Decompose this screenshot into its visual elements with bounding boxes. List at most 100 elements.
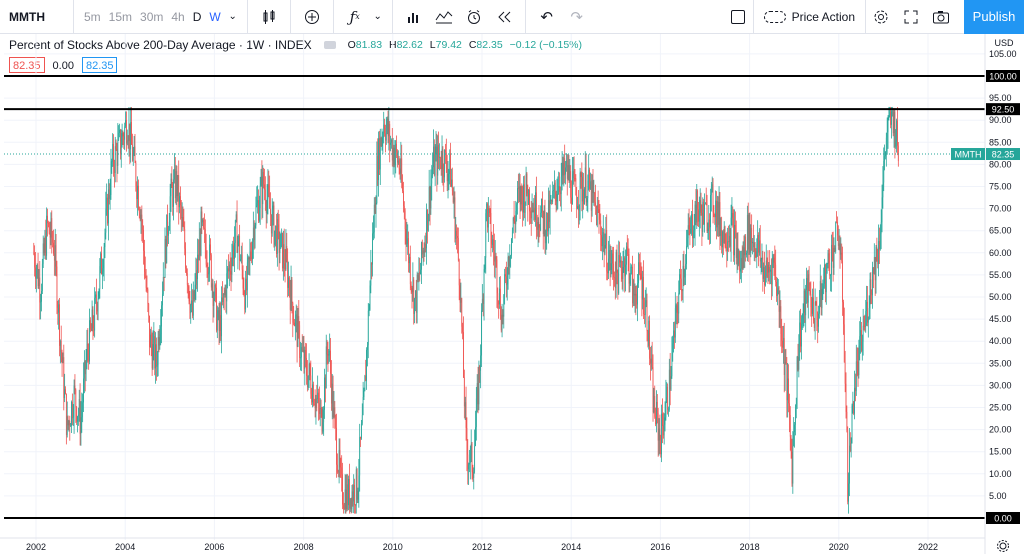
fullscreen-icon[interactable]	[896, 0, 926, 34]
camera-icon[interactable]	[926, 0, 956, 34]
layout-square-icon[interactable]	[723, 0, 753, 34]
time-axis[interactable]: 2002 2004 2006 2008 2010 2012 2014 2016 2018 2020…	[0, 537, 1009, 552]
candle-body	[318, 392, 319, 404]
candle-body	[332, 383, 334, 417]
candle-body	[610, 263, 612, 270]
candle-body	[566, 160, 568, 179]
candle-body	[831, 244, 832, 276]
candle-body	[439, 156, 440, 158]
candle-body	[697, 190, 699, 210]
candle-body	[315, 398, 317, 409]
undo-icon[interactable]: ↶	[540, 8, 553, 26]
publish-button[interactable]: Publish	[964, 0, 1024, 34]
candle-body	[794, 424, 795, 433]
candle-body	[624, 258, 626, 277]
candle-body	[42, 243, 44, 264]
candle-body	[463, 377, 465, 407]
interval-15m[interactable]: 15m	[108, 9, 133, 24]
candle-body	[270, 214, 272, 234]
candle-body	[532, 210, 534, 213]
candle-body	[725, 246, 727, 248]
candle-body	[687, 225, 689, 239]
hline-price-badge	[986, 70, 1020, 82]
candle-body	[456, 230, 458, 236]
candle-body	[51, 218, 53, 239]
candle-body	[760, 259, 762, 262]
candle-body	[640, 273, 642, 280]
candle-body	[873, 267, 874, 274]
candle-body	[79, 399, 81, 434]
candle-body	[298, 316, 300, 326]
interval-5m[interactable]: 5m	[84, 9, 101, 24]
gear-icon[interactable]	[866, 0, 896, 34]
input-close[interactable]: 82.35	[9, 57, 45, 73]
candle-body	[497, 293, 499, 301]
candle-body	[131, 122, 132, 145]
interval-w[interactable]: W	[209, 9, 221, 24]
candle-body	[509, 259, 511, 267]
candle-body	[371, 262, 373, 265]
add-circle-icon[interactable]	[297, 0, 327, 34]
candle-body	[675, 305, 677, 309]
input-zero[interactable]: 0.00	[52, 60, 74, 72]
candle-body	[652, 367, 654, 413]
bar-chart-icon[interactable]	[399, 0, 429, 34]
candle-body	[46, 215, 48, 256]
candles-icon[interactable]	[254, 0, 284, 34]
template-button[interactable]: Price Action	[752, 0, 866, 34]
candle-body	[824, 264, 825, 284]
horizontal-lines[interactable]	[4, 75, 985, 519]
candle-body	[350, 498, 352, 510]
candle-body	[304, 350, 306, 369]
candle-body	[355, 469, 357, 506]
candle-body	[208, 272, 210, 275]
input-last[interactable]: 82.35	[81, 57, 118, 73]
grid	[4, 34, 985, 540]
candle-body	[419, 272, 421, 275]
candle-body	[443, 171, 445, 178]
candle-body	[258, 200, 259, 221]
candle-body	[662, 426, 664, 436]
candle-body	[414, 298, 415, 314]
candle-body	[319, 408, 321, 414]
candle-body	[89, 320, 91, 329]
indicators-icon[interactable]	[429, 0, 459, 34]
symbol-search-button[interactable]: MMTH	[0, 0, 74, 34]
candle-body	[261, 176, 263, 205]
candle-body	[482, 298, 484, 304]
candle-body	[609, 250, 611, 270]
axis-settings-icon[interactable]	[997, 540, 1009, 552]
candle-body	[88, 349, 90, 362]
candle-body	[812, 297, 813, 314]
alert-clock-icon[interactable]	[459, 0, 489, 34]
candle-body	[577, 206, 578, 209]
candle-body	[598, 208, 600, 220]
interval-4h[interactable]: 4h	[171, 9, 185, 24]
interval-30m[interactable]: 30m	[140, 9, 164, 24]
candle-body	[324, 377, 325, 410]
candle-body	[90, 328, 92, 331]
candle-body	[741, 258, 743, 270]
series-title[interactable]: Percent of Stocks Above 200-Day Average …	[9, 38, 312, 52]
candle-body	[180, 196, 181, 206]
candle-body	[168, 221, 170, 231]
chevron-down-icon[interactable]: ⌄	[228, 11, 237, 22]
hline-price-badge	[986, 103, 1020, 116]
candle-body	[152, 343, 154, 369]
candle-body	[347, 484, 349, 506]
candle-body	[49, 233, 51, 238]
candles	[33, 106, 899, 514]
candle-body	[132, 144, 133, 161]
candle-body	[648, 320, 650, 346]
redo-icon[interactable]: ↷	[570, 8, 583, 26]
visibility-icon[interactable]	[323, 41, 336, 49]
replay-icon[interactable]	[489, 0, 519, 34]
interval-d[interactable]: D	[192, 9, 202, 24]
chevron-down-icon[interactable]: ⌄	[373, 11, 382, 22]
candle-body	[296, 314, 298, 347]
candle-body	[810, 293, 812, 308]
candle-body	[727, 241, 729, 251]
